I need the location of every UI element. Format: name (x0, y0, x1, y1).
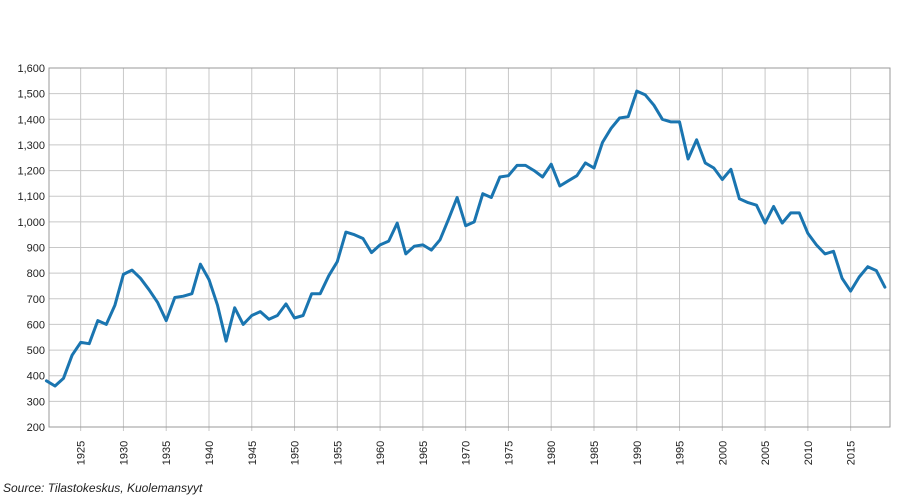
y-tick-label: 1,000 (17, 217, 45, 229)
x-tick-label: 1980 (546, 441, 558, 465)
x-tick-label: 1970 (461, 441, 473, 465)
x-axis-tick-labels: 1925 1930 1935 1940 1945 1950 1955 1960 1965 1970… (76, 441, 858, 465)
x-tick-label: 1990 (632, 441, 644, 465)
y-tick-label: 500 (27, 345, 45, 357)
series-line (44, 89, 887, 388)
y-tick-label: 300 (27, 396, 45, 408)
x-tick-label: 1950 (290, 441, 302, 465)
y-tick-label: 1,500 (17, 89, 45, 101)
x-tick-label: 1940 (204, 441, 216, 465)
y-tick-label: 800 (27, 268, 45, 280)
x-tick-label: 1995 (675, 441, 687, 465)
y-tick-label: 1,100 (17, 191, 45, 203)
x-tick-label: 1945 (247, 441, 259, 465)
y-tick-label: 1,600 (17, 63, 45, 75)
x-tick-label: 2000 (717, 441, 729, 465)
y-tick-label: 200 (27, 422, 45, 434)
x-tick-label: 1960 (375, 441, 387, 465)
y-tick-label: 1,200 (17, 166, 45, 178)
x-tick-label: 2010 (803, 441, 815, 465)
x-tick-label: 1975 (503, 441, 515, 465)
x-tick-label: 2015 (846, 441, 858, 465)
y-tick-label: 600 (27, 319, 45, 331)
y-tick-label: 1,400 (17, 114, 45, 126)
x-tick-label: 1985 (589, 441, 601, 465)
x-tick-label: 1935 (161, 441, 173, 465)
source-note: Source: Tilastokeskus, Kuolemansyyt (3, 481, 203, 495)
y-tick-label: 400 (27, 371, 45, 383)
y-tick-label: 900 (27, 243, 45, 255)
x-tick-label: 1925 (76, 441, 88, 465)
x-tick-label: 1965 (418, 441, 430, 465)
y-tick-label: 1,300 (17, 140, 45, 152)
plot-frame (48, 67, 891, 428)
y-axis-tick-labels: 200 300 400 500 600 700 800 900 1,000 1,100 1,200 1… (17, 63, 45, 434)
x-tick-label: 1930 (118, 441, 130, 465)
y-tick-label: 700 (27, 294, 45, 306)
x-tick-label: 1955 (332, 441, 344, 465)
x-tick-label: 2005 (760, 441, 772, 465)
grid-lines (49, 67, 890, 431)
